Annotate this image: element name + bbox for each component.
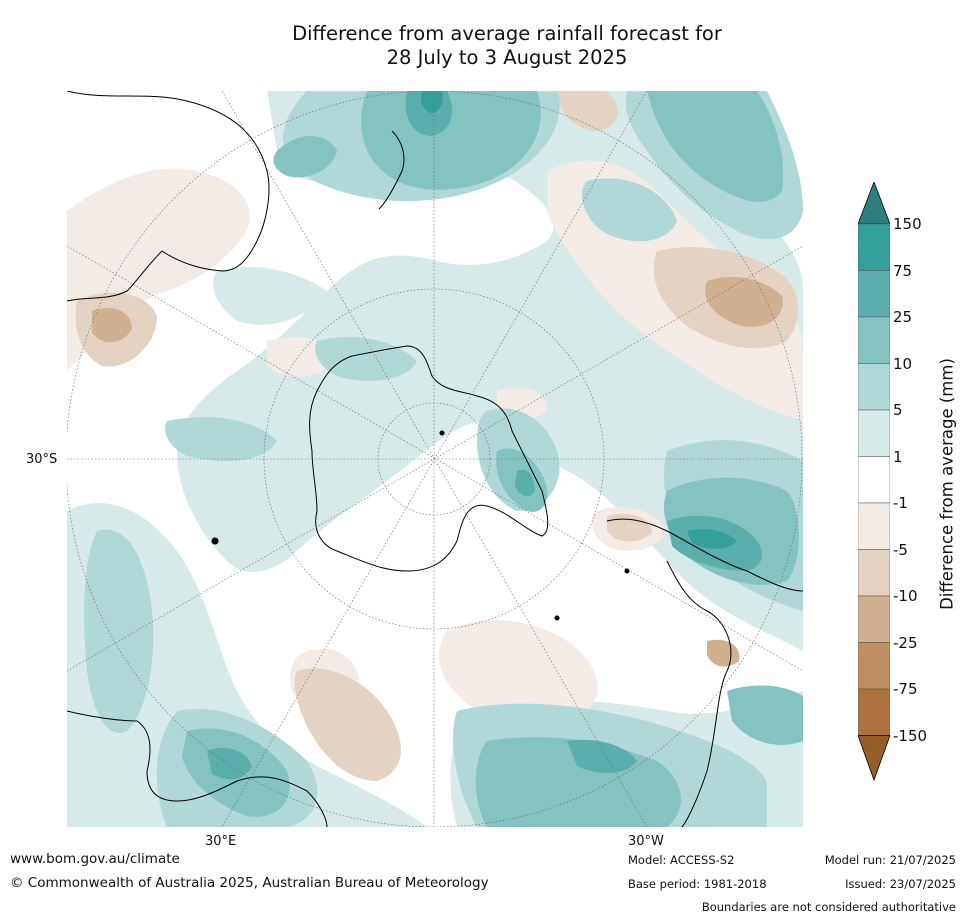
colorbar-tick-m5: -5 [893, 541, 908, 559]
colorbar-tick-m75: -75 [893, 680, 918, 698]
colorbar-bin-m10-m5 [858, 549, 890, 597]
colorbar-bin-m5-m1 [858, 502, 890, 550]
boundaries-disclaimer: Boundaries are not considered authoritat… [701, 900, 956, 914]
title-line-1: Difference from average rainfall forecas… [292, 22, 722, 45]
website-link[interactable]: www.bom.gov.au/climate [10, 851, 180, 867]
colorbar-tick-m1: -1 [893, 494, 908, 512]
colorbar-bin-75-150 [858, 223, 890, 271]
issued-date: Issued: 23/07/2025 [845, 877, 956, 891]
colorbar-tick-25: 25 [893, 308, 913, 326]
graticule [67, 91, 803, 827]
africa-coast [67, 710, 328, 827]
colorbar-tick-1: 1 [893, 448, 903, 466]
colorbar-under-arrow [858, 735, 890, 782]
lon-label-30w: 30°W [628, 834, 664, 849]
map-title: Difference from average rainfall forecas… [170, 22, 844, 70]
colorbar-bin-m1-1 [858, 456, 890, 504]
copyright-text: © Commonwealth of Australia 2025, Austra… [10, 875, 489, 891]
colorbar-over-arrow [858, 182, 890, 225]
title-line-2: 28 July to 3 August 2025 [386, 46, 628, 69]
colorbar-bin-m150-m75 [858, 688, 890, 736]
colorbar-title: Difference from average (mm) [937, 358, 957, 610]
colorbar-bin-5-10 [858, 363, 890, 411]
colorbar-bin-25-75 [858, 270, 890, 318]
new-zealand-coast [378, 130, 405, 210]
antarctica-coast [309, 345, 549, 572]
colorbar-tick-150: 150 [893, 215, 922, 233]
colorbar-tick-m150: -150 [893, 727, 928, 745]
south-america-coast [606, 518, 803, 827]
model-run-date: Model run: 21/07/2025 [824, 853, 956, 867]
rainfall-anomaly-map [67, 91, 803, 827]
colorbar-tick-m25: -25 [893, 634, 918, 652]
colorbar-bin-m25-m10 [858, 595, 890, 643]
colorbar-tick-5: 5 [893, 401, 903, 419]
map-svg [67, 91, 803, 827]
anomaly-75-150-fill [421, 91, 737, 549]
colorbar [858, 182, 890, 782]
australia-coast [67, 91, 270, 302]
colorbar-bin-1-5 [858, 409, 890, 457]
colorbar-tick-75: 75 [893, 262, 913, 280]
lat-label-30s: 30°S [26, 452, 58, 467]
colorbar-bin-10-25 [858, 316, 890, 364]
model-name: Model: ACCESS-S2 [628, 853, 735, 867]
colorbar-tick-10: 10 [893, 355, 913, 373]
colorbar-tick-m10: -10 [893, 587, 918, 605]
lon-label-30e: 30°E [205, 834, 237, 849]
coastlines [67, 91, 803, 827]
anomaly-m5-m10-fill [75, 91, 798, 781]
colorbar-bin-m75-m25 [858, 642, 890, 690]
base-period: Base period: 1981-2018 [628, 877, 767, 891]
anomaly-m10-m25-fill [92, 276, 783, 667]
